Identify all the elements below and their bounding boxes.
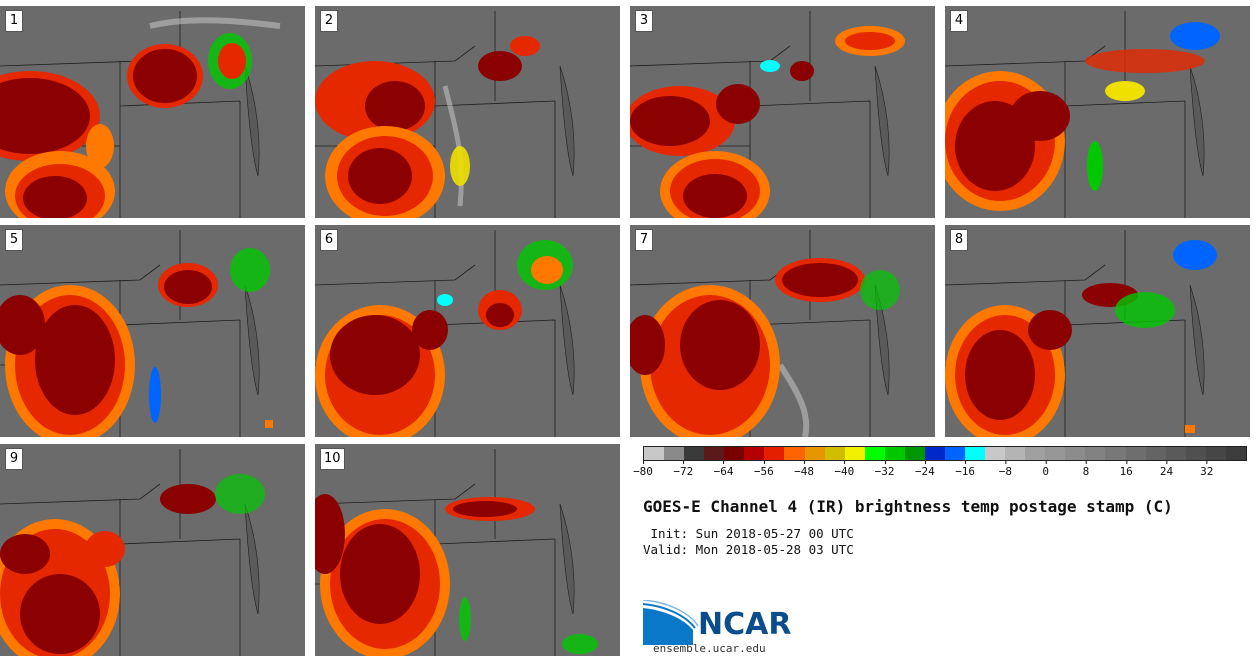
colorbar-segment	[864, 447, 885, 460]
satellite-map	[0, 225, 305, 437]
colorbar-segment	[1105, 447, 1126, 460]
colorbar-tick-label: −72	[673, 461, 694, 478]
satellite-map	[0, 444, 305, 656]
ncar-logo-icon	[643, 600, 699, 645]
colorbar-tick-label: −32	[874, 461, 895, 478]
satellite-map	[315, 225, 620, 437]
satellite-map	[945, 225, 1250, 437]
stamp-panel-5: 5	[0, 225, 305, 437]
colorbar-tick-label: −64	[713, 461, 734, 478]
colorbar-segment	[1045, 447, 1066, 460]
init-time: Init: Sun 2018-05-27 00 UTC	[643, 526, 854, 541]
colorbar-segment	[884, 447, 905, 460]
figure-title: GOES-E Channel 4 (IR) brightness temp po…	[643, 497, 1173, 516]
colorbar-tick-label: 0	[1042, 461, 1049, 478]
colorbar-tick-label: 16	[1119, 461, 1133, 478]
colorbar-ticks: −80 −72 −64 −56 −48 −40 −32 −24 −16 −8 0 8 16 24 32	[633, 461, 1247, 483]
colorbar-tick-label: −48	[794, 461, 814, 478]
colorbar-tick-label: −40	[834, 461, 855, 478]
stamp-panel-8: 8	[945, 225, 1250, 437]
panel-number-label: 10	[320, 448, 345, 470]
colorbar-segment	[744, 447, 765, 460]
ncar-wordmark: NCAR	[698, 607, 792, 642]
stamp-panel-2: 2	[315, 6, 620, 218]
satellite-map	[945, 6, 1250, 218]
colorbar-segment	[904, 447, 925, 460]
colorbar-segment	[1005, 447, 1026, 460]
stamp-panel-3: 3	[630, 6, 935, 218]
panel-number-label: 3	[635, 10, 653, 32]
valid-time: Valid: Mon 2018-05-28 03 UTC	[643, 542, 854, 557]
colorbar-segment	[644, 447, 665, 460]
stamp-panel-10: 10	[315, 444, 620, 656]
colorbar-segment	[1065, 447, 1086, 460]
ensemble-url[interactable]: ensemble.ucar.edu	[653, 642, 766, 655]
colorbar-tick-label: −80	[633, 461, 653, 478]
colorbar-tick-label: 32	[1200, 461, 1214, 478]
stamp-panel-7: 7	[630, 225, 935, 437]
colorbar-segment	[664, 447, 685, 460]
colorbar-tick-label: −8	[998, 461, 1013, 478]
colorbar-segment	[1225, 447, 1246, 460]
colorbar-segment	[985, 447, 1006, 460]
satellite-map	[630, 6, 935, 218]
stamp-panel-4: 4	[945, 6, 1250, 218]
colorbar-segment	[1165, 447, 1186, 460]
satellite-map	[630, 225, 935, 437]
colorbar-segment	[1185, 447, 1206, 460]
colorbar-segment	[1125, 447, 1146, 460]
colorbar-segment	[784, 447, 805, 460]
satellite-map	[315, 6, 620, 218]
temperature-colorbar	[643, 446, 1247, 461]
colorbar-segment	[965, 447, 986, 460]
colorbar-segment	[684, 447, 705, 460]
panel-number-label: 8	[950, 229, 968, 251]
satellite-map	[315, 444, 620, 656]
colorbar-tick-label: 24	[1159, 461, 1174, 478]
satellite-map	[0, 6, 305, 218]
colorbar-tick-label: −16	[955, 461, 976, 478]
panel-number-label: 1	[5, 10, 23, 32]
colorbar-segment	[1205, 447, 1226, 460]
stamp-panel-6: 6	[315, 225, 620, 437]
panel-number-label: 4	[950, 10, 968, 32]
colorbar-segment	[764, 447, 785, 460]
colorbar-segment	[804, 447, 825, 460]
colorbar-segment	[824, 447, 845, 460]
colorbar-segment	[844, 447, 865, 460]
colorbar-segment	[724, 447, 745, 460]
colorbar-segment	[1145, 447, 1166, 460]
colorbar-tick-label: −56	[753, 461, 774, 478]
colorbar-segment	[924, 447, 945, 460]
colorbar-tick-label: 8	[1082, 461, 1090, 478]
panel-number-label: 6	[320, 229, 338, 251]
panel-number-label: 7	[635, 229, 653, 251]
colorbar-segment	[704, 447, 725, 460]
colorbar-segment	[1085, 447, 1106, 460]
colorbar-segment	[1025, 447, 1046, 460]
colorbar-tick-label: −24	[914, 461, 935, 478]
panel-number-label: 5	[5, 229, 23, 251]
stamp-panel-9: 9	[0, 444, 305, 656]
colorbar-segment	[944, 447, 965, 460]
panel-number-label: 9	[5, 448, 23, 470]
stamp-panel-1: 1	[0, 6, 305, 218]
panel-number-label: 2	[320, 10, 338, 32]
